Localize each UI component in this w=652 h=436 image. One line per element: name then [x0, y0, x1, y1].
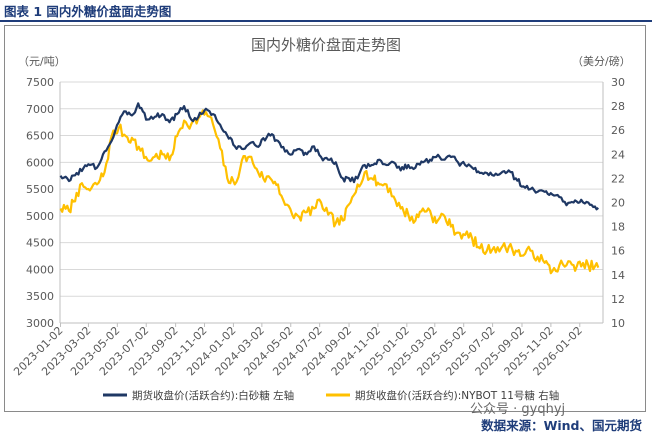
right-tick-label: 24: [611, 148, 625, 161]
series-lines: [59, 102, 600, 275]
left-axis-unit: （元/吨）: [18, 55, 66, 68]
right-tick-label: 12: [611, 293, 625, 306]
chart-frame: [4, 25, 646, 412]
left-tick-label: 7000: [26, 103, 54, 116]
right-tick-label: 30: [611, 76, 625, 89]
legend: 期货收盘价(活跃合约):白砂糖 左轴 期货收盘价(活跃合约):NYBOT 11号糖…: [103, 389, 559, 402]
right-y-tick-labels: 10 12 14 16 18 20 22 24 26 28 30: [611, 76, 625, 330]
right-tick-label: 18: [611, 221, 625, 234]
right-axis-unit: （美分/磅）: [572, 54, 631, 68]
left-tick-label: 3000: [26, 317, 54, 330]
left-tick-label: 4500: [26, 237, 54, 250]
right-tick-label: 14: [611, 269, 625, 282]
right-tick-label: 22: [611, 172, 625, 185]
legend-label-white-sugar: 期货收盘价(活跃合约):白砂糖 左轴: [132, 389, 294, 402]
left-tick-label: 7500: [26, 76, 54, 89]
right-tick-label: 20: [611, 197, 625, 210]
left-tick-label: 6000: [26, 156, 54, 169]
left-tick-label: 6500: [26, 130, 54, 143]
series-line-nybot-11-sugar: [59, 109, 600, 275]
y-gridlines: [60, 81, 603, 297]
right-tick-label: 26: [611, 124, 625, 137]
series-line-white-sugar: [59, 102, 599, 211]
legend-label-nybot-11-sugar: 期货收盘价(活跃合约):NYBOT 11号糖 右轴: [355, 389, 559, 402]
figure-header-text: 图表 1 国内外糖价盘面走势图: [4, 4, 172, 19]
x-tick-labels: 2023-01-022023-03-022023-05-022023-07-02…: [11, 324, 585, 378]
axes: [59, 82, 604, 327]
left-tick-label: 5000: [26, 210, 54, 223]
left-tick-label: 5500: [26, 183, 54, 196]
left-y-tick-labels: 3000 3500 4000 4500 5000 5500 6000 6500 7000 7500: [26, 76, 54, 330]
left-tick-label: 3500: [26, 290, 54, 303]
right-tick-label: 28: [611, 100, 625, 113]
chart-title: 国内外糖价盘面走势图: [251, 36, 401, 54]
figure-header: 图表 1 国内外糖价盘面走势图: [0, 0, 652, 22]
right-tick-label: 10: [611, 317, 625, 330]
watermark: 公众号 · gyqhyj: [470, 402, 566, 417]
left-tick-label: 4000: [26, 263, 54, 276]
right-tick-label: 16: [611, 245, 625, 258]
source-note: 数据来源：Wind、国元期货: [481, 418, 642, 433]
